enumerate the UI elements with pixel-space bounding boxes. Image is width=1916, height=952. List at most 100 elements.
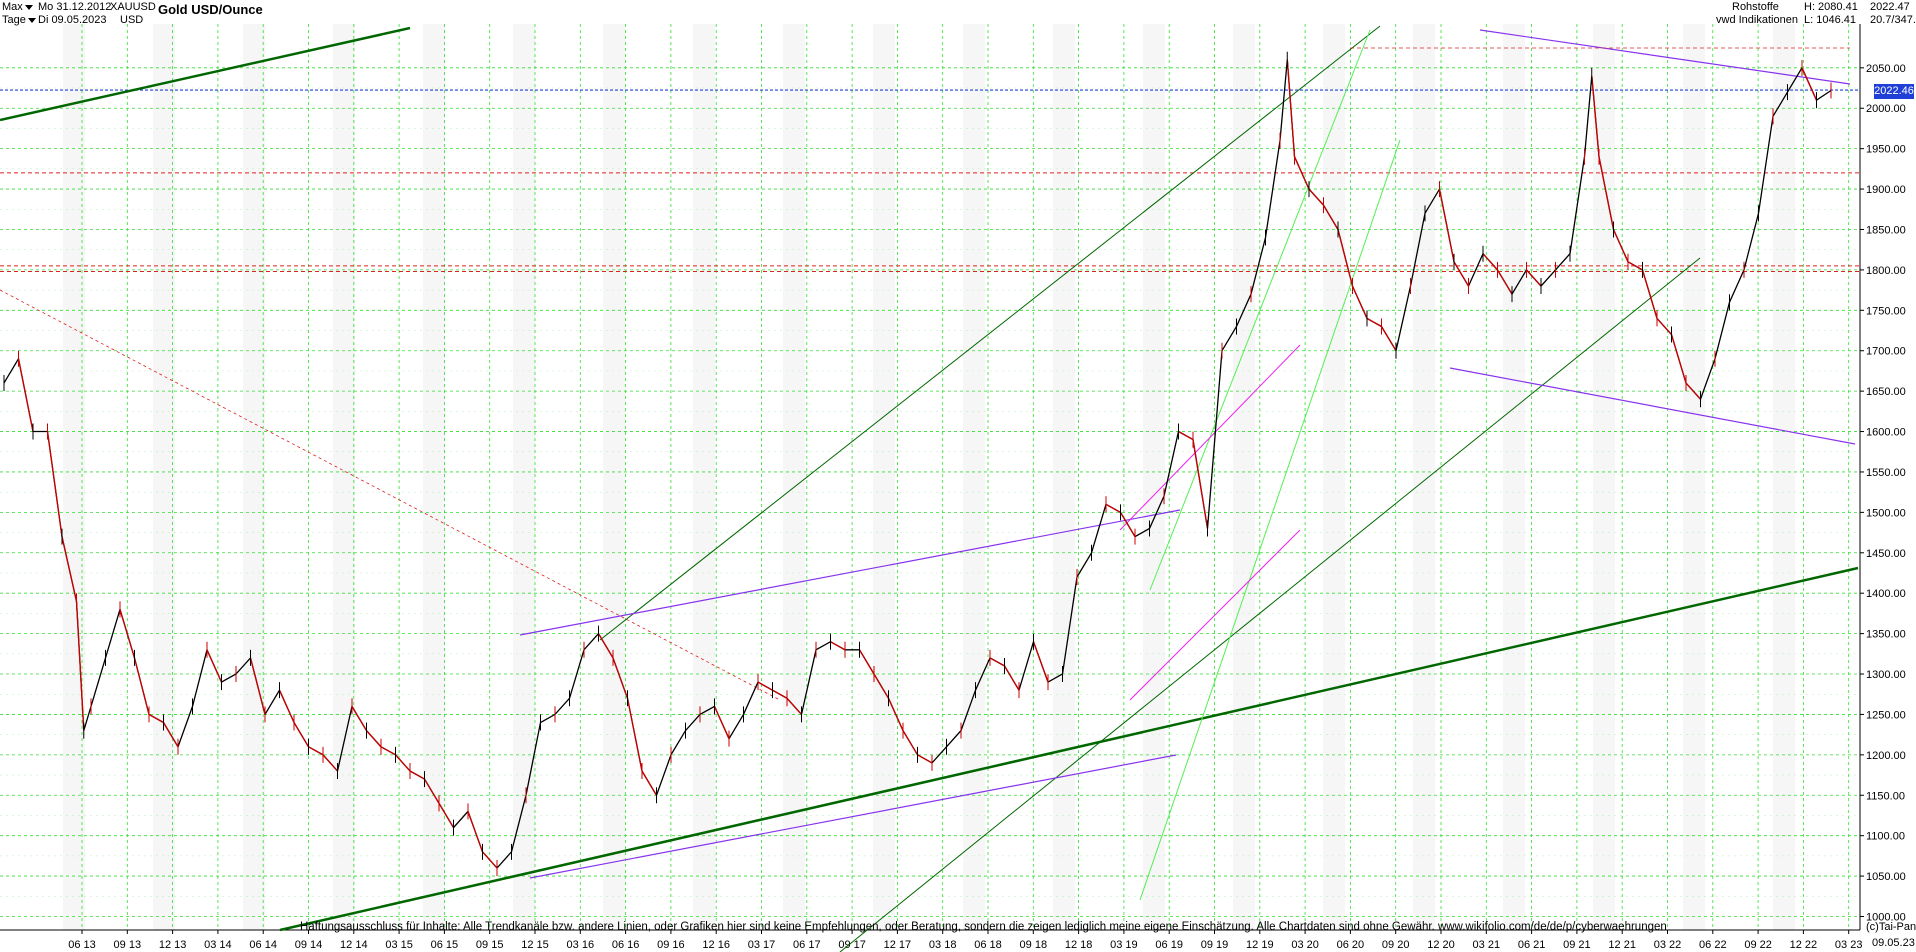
x-tick-label: 09 22 [1744, 939, 1772, 951]
y-tick-label: 1450.00 [1866, 548, 1906, 560]
bg-band [63, 24, 85, 930]
y-tick-label: 1600.00 [1866, 427, 1906, 439]
copyright: (c)Tai-Pan [1866, 921, 1916, 933]
x-tick-label: 09 13 [114, 939, 142, 951]
bg-band [783, 24, 805, 930]
y-tick-label: 2000.00 [1866, 103, 1906, 115]
x-tick-label: 12 16 [702, 939, 730, 951]
trendline-purple-2 [529, 754, 1177, 879]
y-tick-label: 1150.00 [1866, 790, 1905, 802]
bg-band [243, 24, 265, 930]
x-tick-label: 09 17 [838, 939, 866, 951]
bg-band [1143, 24, 1165, 930]
bg-band [1683, 24, 1705, 930]
price-series-line [3, 59, 1832, 869]
end-date: Di 09.05.2023 [38, 14, 107, 26]
x-tick-label: 09 19 [1201, 939, 1229, 951]
x-tick-label: 03 17 [748, 939, 776, 951]
low-value: L: 1046.41 [1804, 14, 1856, 26]
x-tick-label: 06 21 [1518, 939, 1546, 951]
trendline-long-support [279, 566, 1859, 932]
y-tick-label: 1500.00 [1866, 507, 1906, 519]
x-tick-label: 12 13 [159, 939, 187, 951]
bg-band [963, 24, 985, 930]
x-tick-label: 03 21 [1473, 939, 1501, 951]
interval-label: Tage [2, 14, 26, 26]
high-value: H: 2080.41 [1804, 1, 1858, 13]
x-tick-label: 09 16 [657, 939, 685, 951]
x-tick-label: 09 20 [1382, 939, 1410, 951]
disclaimer: Haftungsausschluss für Inhalte: Alle Tre… [300, 921, 1667, 933]
trendline-channel [599, 25, 1381, 641]
bg-band [603, 24, 625, 930]
x-tick-label: 06 15 [431, 939, 459, 951]
x-tick-label: 06 20 [1337, 939, 1365, 951]
dropdown-arrow-icon [24, 4, 33, 10]
bg-band [1503, 24, 1525, 930]
y-tick-label: 1350.00 [1866, 629, 1906, 641]
trendline-purple-4 [1449, 367, 1856, 445]
y-tick-label: 1700.00 [1866, 346, 1906, 358]
category-label: Rohstoffe [1732, 1, 1779, 13]
y-tick-label: 1900.00 [1866, 184, 1906, 196]
bg-band [423, 24, 445, 930]
bg-band [1053, 24, 1075, 930]
bg-band [1593, 24, 1615, 930]
x-tick-label: 06 17 [793, 939, 821, 951]
y-tick-label: 1250.00 [1866, 709, 1906, 721]
source-label: vwd Indikationen [1716, 14, 1798, 26]
x-tick-label: 03 20 [1291, 939, 1319, 951]
y-tick-label: 1850.00 [1866, 224, 1906, 236]
trendline-magenta-2 [1129, 529, 1301, 701]
bg-band [1773, 24, 1795, 930]
x-tick-label: 03 15 [385, 939, 413, 951]
symbol: XAUUSD [110, 1, 156, 13]
range-selector[interactable]: Max [2, 1, 33, 14]
x-tick-label: 12 17 [884, 939, 912, 951]
y-tick-label: 1100.00 [1866, 831, 1905, 843]
y-tick-label: 1000.00 [1866, 912, 1906, 924]
x-tick-label: 06 22 [1699, 939, 1727, 951]
x-tick-label: 12 19 [1246, 939, 1274, 951]
x-tick-label: 09 14 [295, 939, 323, 951]
trendline-purple-1 [519, 509, 1181, 636]
x-tick-label: 03 23 [1835, 939, 1863, 951]
bg-band [873, 24, 895, 930]
y-tick-label: 1400.00 [1866, 588, 1906, 600]
start-date: Mo 31.12.2012 [38, 1, 112, 13]
y-tick-label: 1300.00 [1866, 669, 1906, 681]
x-tick-label: 12 15 [521, 939, 549, 951]
chart-title: Gold USD/Ounce [158, 2, 263, 17]
bg-band [333, 24, 355, 930]
x-tick-label: 06 14 [249, 939, 277, 951]
y-tick-label: 1200.00 [1866, 750, 1906, 762]
x-tick-label: 06 13 [68, 939, 96, 951]
bg-band [1323, 24, 1345, 930]
price-down-moves [17, 59, 1818, 869]
x-tick-label: 09 18 [1020, 939, 1048, 951]
y-tick-label: 1050.00 [1866, 871, 1906, 883]
x-tick-label: 06 19 [1155, 939, 1183, 951]
y-tick-label: 1550.00 [1866, 467, 1906, 479]
trendline-steep-2 [1149, 29, 1371, 591]
x-tick-label: 12 18 [1065, 939, 1093, 951]
currency: USD [120, 14, 144, 26]
trendline-red-dotted [0, 289, 781, 701]
trendline-purple-3 [1479, 29, 1851, 85]
bg-band [693, 24, 715, 930]
x-tick-label: 03 14 [204, 939, 232, 951]
interval-selector[interactable]: Tage [2, 14, 36, 27]
current-price-badge: 2022.46 [1874, 84, 1914, 99]
x-tick-label: 12 14 [340, 939, 368, 951]
x-tick-label: 03 19 [1110, 939, 1138, 951]
x-tick-label: 12 22 [1790, 939, 1818, 951]
x-tick-label: 03 16 [567, 939, 595, 951]
y-tick-label: 1650.00 [1866, 386, 1906, 398]
trendline-steep [1139, 139, 1401, 901]
trendline-upper-left [0, 26, 411, 122]
x-tick-label: 06 18 [974, 939, 1002, 951]
x-tick-label: 12 20 [1427, 939, 1455, 951]
x-tick-label: 03 18 [929, 939, 957, 951]
trendline-magenta-1 [1119, 344, 1301, 531]
